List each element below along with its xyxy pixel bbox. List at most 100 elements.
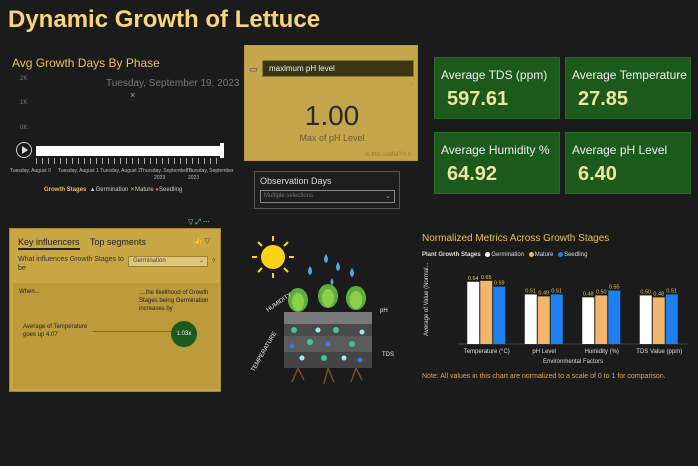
slicer-dropdown[interactable]: Multiple selections ⌄ — [260, 190, 395, 203]
chevron-down-icon: ⌄ — [385, 193, 391, 200]
triangle-icon: ▲ — [88, 187, 96, 193]
kpi-value: 597.61 — [447, 88, 509, 110]
data-label: 0.48 — [583, 291, 594, 297]
play-button[interactable] — [16, 142, 32, 158]
timeline-ticks — [36, 158, 222, 164]
ki-selected-value: Germination — [133, 258, 166, 264]
ki-likelihood-text: ....the likelihood of Growth Stages bein… — [139, 290, 209, 312]
feedback-text: Is this useful? — [365, 152, 402, 158]
bar-germination — [524, 294, 537, 344]
kpi-card-humidity: Average Humidity % 64.92 — [434, 132, 560, 194]
close-icon[interactable]: × — [130, 90, 136, 100]
data-label: 0.64 — [468, 276, 479, 282]
ki-value-dropdown[interactable]: Germination ⌄ — [128, 256, 208, 267]
bar-mature — [537, 296, 550, 344]
x-tick-label: pH Level — [532, 349, 556, 355]
help-icon[interactable]: ? — [212, 259, 216, 265]
legend-seedling: Seedling — [564, 252, 588, 259]
tab-top-segments[interactable]: Top segments — [89, 237, 146, 247]
date-label: Tuesday, August 2 — [100, 168, 141, 174]
legend-dot — [528, 252, 534, 257]
growth-legend: Growth Stages ▲Germination ✕Mature ●Seed… — [44, 186, 182, 193]
visual-header-icons[interactable]: ▽ ⤢ ⋯ — [188, 219, 210, 226]
data-label: 0.65 — [481, 275, 492, 281]
thumbs-icon[interactable]: ◊ ◊ — [403, 152, 411, 158]
legend-mature: Mature — [135, 187, 154, 193]
avg-growth-title: Avg Growth Days By Phase — [12, 56, 160, 70]
y-tick: 0K — [20, 125, 28, 131]
bar-germination — [639, 295, 652, 344]
data-label: 0.50 — [596, 289, 607, 295]
slicer-placeholder: Multiple selections — [264, 193, 314, 199]
ki-factor[interactable]: Average of Temperature goes up 4.07 — [23, 324, 88, 338]
raindrop-icons — [308, 254, 354, 285]
data-label: 0.49 — [538, 290, 549, 296]
slider-handle[interactable] — [220, 143, 224, 158]
kpi-card-tds: Average TDS (ppm) 597.61 — [434, 57, 560, 119]
ki-connector — [93, 331, 179, 332]
illus-label-ph: pH — [380, 308, 388, 314]
sun-icon — [252, 236, 294, 278]
roots — [291, 367, 363, 385]
chart-note: Note: All values in this chart are norma… — [422, 373, 666, 380]
date-label: Thursday, September 0 — [140, 168, 192, 174]
ki-detail-panel: When... ....the likelihood of Growth Sta… — [13, 283, 219, 389]
data-label: 0.51 — [551, 288, 562, 294]
key-influencers-visual: Key influencers Top segments 👍 ▽ What in… — [9, 228, 221, 392]
data-label: 0.48 — [653, 291, 664, 297]
tooltip-date: Tuesday, September 19, 2023 — [106, 78, 240, 89]
observation-slicer: Observation Days Multiple selections ⌄ — [254, 171, 400, 209]
bar-mature — [595, 295, 608, 344]
soil-layers — [284, 312, 372, 368]
kpi-card-ph: Average pH Level 6.40 — [565, 132, 691, 194]
timeline-slider[interactable] — [36, 146, 222, 156]
ki-question: What influences Growth Stages to be — [18, 256, 124, 272]
data-label: 0.51 — [525, 288, 536, 294]
play-icon — [22, 146, 28, 154]
circle-marker-icon: ● — [155, 187, 159, 193]
bar-seedling — [493, 286, 506, 344]
ki-when-label: When... — [19, 289, 40, 295]
ki-multiplier-bubble: 1.03x — [171, 321, 197, 347]
x-marker-icon: ✕ — [129, 187, 136, 193]
bar-mature — [480, 280, 493, 344]
date-year: 2023 — [188, 175, 200, 181]
data-label: 0.55 — [609, 285, 620, 291]
chat-icon: ▭ — [249, 64, 258, 74]
y-tick: 1K — [20, 100, 28, 106]
bar-seedling — [608, 290, 621, 344]
bar-germination — [467, 281, 480, 344]
illus-label-temperature: TEMPERATURE — [251, 331, 279, 373]
kpi-label: Average TDS (ppm) — [441, 68, 548, 82]
x-tick-label: Temperature (°C) — [464, 349, 510, 355]
lettuce-illustration: HUMIDITY pH TEMPERATURE TDS — [251, 236, 394, 385]
ki-tabs: Key influencers Top segments — [18, 237, 146, 250]
thumbs-icon[interactable]: 👍 ▽ — [194, 238, 211, 245]
legend-title: Plant Growth Stages — [422, 252, 481, 259]
date-label: Tuesday, August 0 — [10, 168, 51, 174]
kpi-value: 6.40 — [578, 163, 617, 185]
info-icon[interactable]: ◌ — [409, 82, 413, 88]
feedback-prompt[interactable]: Is this useful? ◊ ◊ — [365, 152, 411, 158]
ph-subtitle: Max of pH Level — [299, 133, 365, 143]
legend-dot — [558, 252, 564, 257]
kpi-label: Average pH Level — [572, 143, 668, 157]
qna-input[interactable]: maximum pH level — [262, 60, 414, 77]
data-label: 0.50 — [640, 289, 651, 295]
data-label: 0.51 — [666, 288, 677, 294]
x-tick-label: Humidity (%) — [585, 349, 619, 355]
legend-germination: Germination — [95, 187, 129, 193]
tab-key-influencers[interactable]: Key influencers — [18, 237, 80, 250]
date-label: Thursday, September — [186, 168, 234, 174]
chart-title: Normalized Metrics Across Growth Stages — [422, 233, 610, 244]
bar-mature — [652, 297, 665, 344]
qna-card: ▭ maximum pH level ◌ 1.00 Max of pH Leve… — [244, 45, 418, 161]
slicer-title: Observation Days — [260, 176, 332, 186]
data-label: 0.59 — [494, 281, 505, 287]
y-axis-title: Average of Value (Normal... — [424, 262, 430, 336]
date-label: Tuesday, August 1 — [58, 168, 99, 174]
kpi-card-temperature: Average Temperature 27.85 — [565, 57, 691, 119]
legend-title: Growth Stages — [44, 187, 87, 193]
chart-legend: Plant Growth Stages Germination Mature S… — [422, 252, 587, 258]
